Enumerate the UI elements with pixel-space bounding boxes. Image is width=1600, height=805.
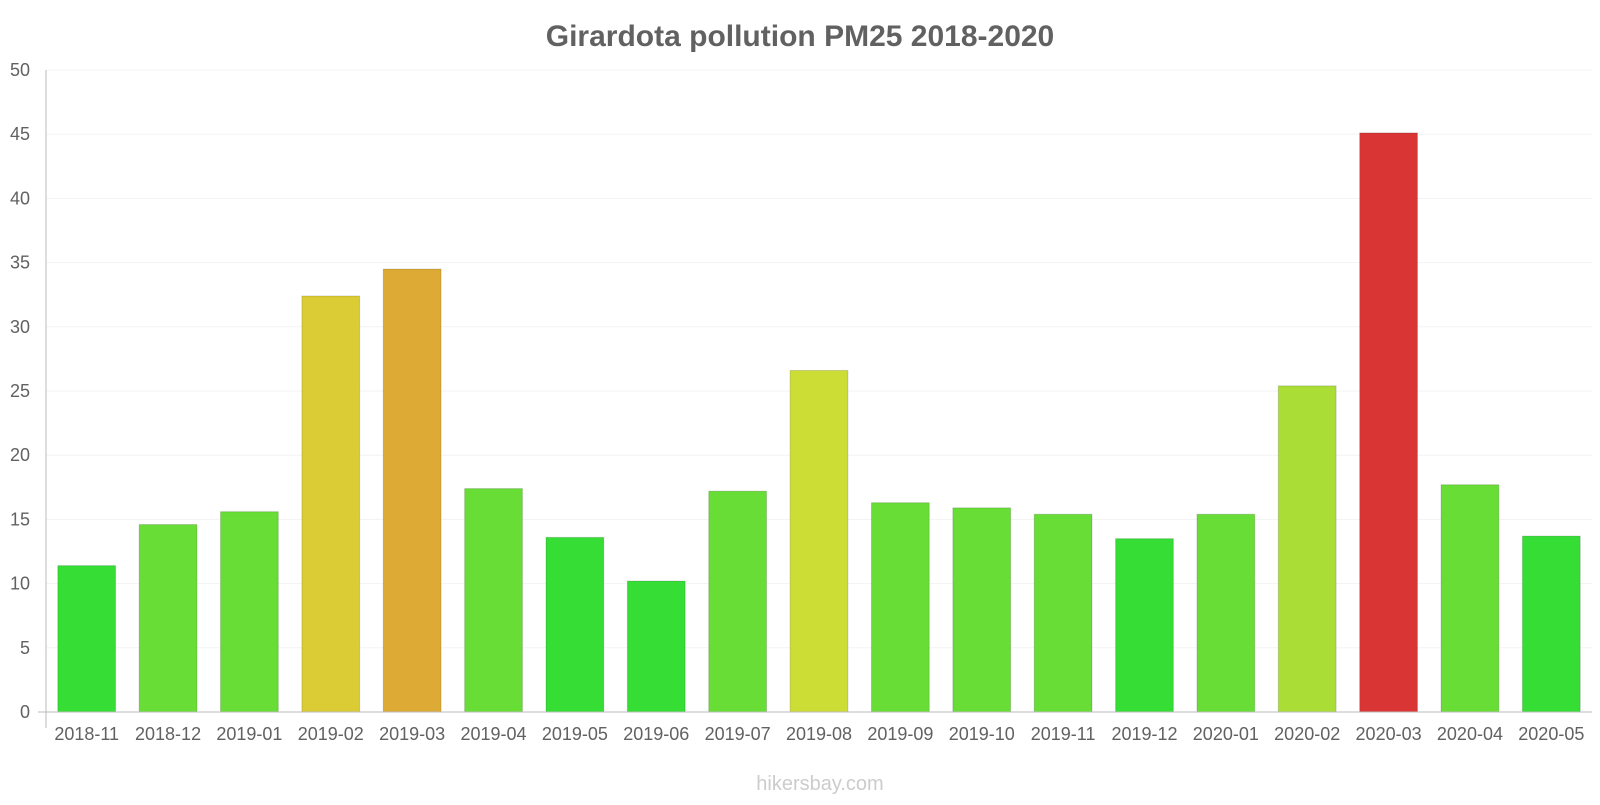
y-tick-label: 30 — [10, 317, 30, 337]
y-tick-label: 0 — [20, 702, 30, 722]
x-tick-label: 2020-04 — [1437, 724, 1503, 744]
x-tick-label: 2020-05 — [1518, 724, 1584, 744]
bar-2020-03 — [1359, 132, 1418, 713]
x-tick-label: 2019-12 — [1111, 724, 1177, 744]
x-tick-label: 2019-07 — [705, 724, 771, 744]
x-tick-label: 2020-02 — [1274, 724, 1340, 744]
y-tick-label: 20 — [10, 445, 30, 465]
x-tick-label: 2019-08 — [786, 724, 852, 744]
bar-2020-01 — [1196, 513, 1256, 713]
bar-2019-12 — [1115, 538, 1174, 713]
bar-2018-12 — [138, 524, 198, 713]
bar-2019-06 — [626, 580, 686, 713]
bar-2020-05 — [1521, 535, 1581, 713]
bar-2018-11 — [57, 565, 117, 713]
x-tick-label: 2020-03 — [1356, 724, 1422, 744]
y-tick-label: 45 — [10, 124, 30, 144]
bar-2019-07 — [708, 490, 768, 713]
x-tick-label: 2019-09 — [867, 724, 933, 744]
x-tick-label: 2019-02 — [298, 724, 364, 744]
x-tick-label: 2019-04 — [460, 724, 526, 744]
x-tick-label: 2019-10 — [949, 724, 1015, 744]
bar-2020-04 — [1440, 484, 1500, 713]
x-tick-label: 2019-03 — [379, 724, 445, 744]
x-tick-label: 2019-05 — [542, 724, 608, 744]
x-tick-label: 2019-06 — [623, 724, 689, 744]
x-tick-label: 2018-11 — [54, 724, 119, 744]
x-tick-label: 2018-12 — [135, 724, 201, 744]
chart-title: Girardota pollution PM25 2018-2020 — [546, 20, 1055, 53]
bar-2019-09 — [870, 502, 930, 713]
y-tick-label: 10 — [10, 574, 30, 594]
y-tick-label: 50 — [10, 60, 30, 80]
y-tick-label: 5 — [20, 638, 30, 658]
x-tick-label: 2019-01 — [216, 724, 282, 744]
y-tick-label: 35 — [10, 253, 30, 273]
y-tick-label: 15 — [10, 509, 30, 529]
y-axis: 0 5 10 15 20 25 30 35 40 45 50 — [10, 60, 47, 728]
bars — [57, 132, 1581, 713]
watermark-text: hikersbay.com — [756, 773, 883, 795]
y-tick-label: 40 — [10, 188, 30, 208]
bar-2020-02 — [1277, 385, 1337, 713]
bar-2019-02 — [301, 295, 361, 713]
x-tick-label: 2020-01 — [1193, 724, 1259, 744]
bar-2019-01 — [220, 511, 279, 713]
bar-2019-04 — [464, 488, 523, 713]
y-tick-label: 25 — [10, 381, 30, 401]
bar-2019-10 — [952, 507, 1012, 713]
bar-2019-11 — [1033, 513, 1093, 713]
x-tick-label: 2019-11 — [1031, 724, 1096, 744]
bar-2019-08 — [789, 369, 849, 713]
bar-2019-03 — [382, 268, 442, 713]
x-axis: 2018-11 2018-12 2019-01 2019-02 2019-03 2019-… — [38, 711, 1592, 744]
bar-2019-05 — [545, 536, 605, 713]
